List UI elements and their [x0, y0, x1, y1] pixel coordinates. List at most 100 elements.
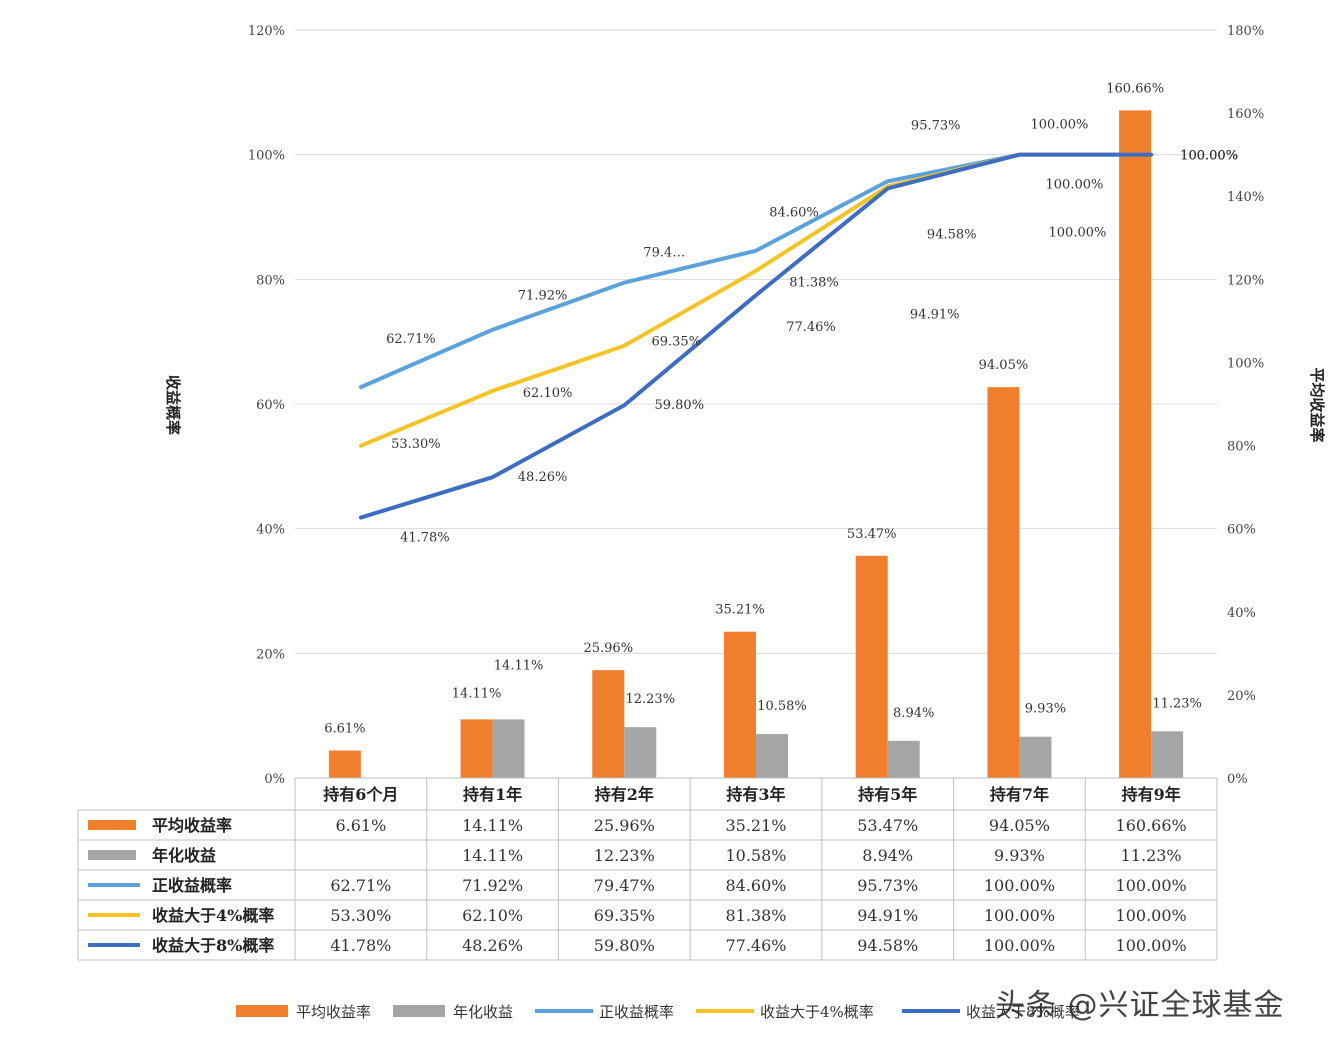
line-end-label: 100.00%	[1180, 149, 1238, 164]
legend-label: 平均收益率	[296, 1003, 371, 1021]
table-header-cell: 持有3年	[726, 785, 785, 804]
table-cell: 79.47%	[594, 876, 655, 895]
line-data-label: 100.00%	[1031, 118, 1089, 133]
bar-annualized	[1019, 736, 1052, 778]
table-cell: 94.05%	[989, 816, 1050, 835]
right-tick-label: 60%	[1227, 523, 1256, 538]
left-axis: 0% 20% 40% 60% 80% 100% 120%	[248, 24, 285, 787]
line-data-label: 77.46%	[786, 320, 836, 335]
line-data-label: 81.38%	[789, 276, 839, 291]
legend-label: 收益大于4%概率	[760, 1003, 874, 1021]
table-cell: 84.60%	[725, 876, 786, 895]
table-cell: 77.46%	[725, 936, 786, 955]
line-data-label: 94.91%	[910, 307, 960, 322]
table-cell: 9.93%	[994, 846, 1045, 865]
line-end-label: 100.00%	[1180, 149, 1238, 164]
bar-data-label: 6.61%	[324, 722, 365, 737]
left-tick-label: 60%	[256, 398, 285, 413]
bar-avg-return	[328, 750, 361, 778]
bar-data-label: 35.21%	[715, 603, 765, 618]
bar-data-label: 53.47%	[847, 527, 897, 542]
line-data-label: 59.80%	[654, 398, 704, 413]
legend-swatch	[393, 1005, 445, 1017]
left-tick-label: 80%	[256, 273, 285, 288]
right-tick-label: 20%	[1227, 689, 1256, 704]
table-legend-swatch	[88, 850, 136, 860]
legend-label: 年化收益	[453, 1003, 513, 1021]
table-cell: 25.96%	[594, 816, 655, 835]
line-data-label: 95.73%	[911, 118, 961, 133]
table-cell: 62.10%	[462, 906, 523, 925]
line-data-label: 53.30%	[391, 437, 441, 452]
right-axis: 0% 20% 40% 60% 80% 100% 120% 140% 160% 180%	[1227, 24, 1264, 787]
table-cell: 12.23%	[594, 846, 655, 865]
table-cell: 71.92%	[462, 876, 523, 895]
table-row-label: 收益大于8%概率	[152, 936, 274, 955]
table-row-label: 年化收益	[152, 846, 216, 865]
table-cell: 35.21%	[725, 816, 786, 835]
bar-series	[328, 110, 1184, 778]
table-cell: 100.00%	[984, 906, 1055, 925]
table-cell: 100.00%	[1116, 906, 1187, 925]
bar-avg-return	[1119, 110, 1152, 778]
table-cell: 53.30%	[330, 906, 391, 925]
table-cell: 41.78%	[330, 936, 391, 955]
line-data-label: 79.4…	[643, 246, 685, 261]
line-series	[358, 152, 1154, 520]
bar-annualized	[1151, 731, 1184, 778]
left-tick-label: 0%	[264, 772, 285, 787]
line-data-label: 62.10%	[523, 386, 573, 401]
right-tick-label: 100%	[1227, 356, 1264, 371]
table-header-cell: 持有5年	[858, 785, 917, 804]
bar-avg-return	[592, 670, 625, 778]
data-labels: 6.61% 14.11% 25.96% 35.21% 53.47% 94.05% 160.6…	[324, 81, 1238, 736]
table-cell: 160.66%	[1116, 816, 1187, 835]
table-cell: 94.91%	[857, 906, 918, 925]
table-row-label: 正收益概率	[152, 876, 232, 895]
table-cell: 11.23%	[1121, 846, 1182, 865]
legend-swatch	[236, 1005, 288, 1017]
right-tick-label: 160%	[1227, 107, 1264, 122]
table-cell: 62.71%	[330, 876, 391, 895]
bar-annualized	[756, 734, 788, 778]
right-axis-title: 平均收益率	[1308, 367, 1326, 442]
line-data-label: 71.92%	[518, 289, 568, 304]
line-data-label: 48.26%	[518, 470, 568, 485]
line-data-label: 100.00%	[1049, 226, 1107, 241]
legend: 平均收益率 年化收益 正收益概率 收益大于4%概率 收益大于8%概率	[236, 1003, 1080, 1021]
bar-data-label: 25.96%	[583, 641, 633, 656]
left-tick-label: 20%	[256, 647, 285, 662]
line-end-label: 100.00%	[1180, 149, 1238, 164]
right-tick-label: 80%	[1227, 440, 1256, 455]
table-row-label: 收益大于4%概率	[152, 906, 274, 925]
line-data-label: 62.71%	[386, 332, 436, 347]
bar-data-label: 8.94%	[893, 706, 934, 721]
table-cell: 100.00%	[984, 876, 1055, 895]
bar-avg-return	[855, 555, 888, 778]
table-cell: 95.73%	[857, 876, 918, 895]
table-header-cell: 持有7年	[990, 785, 1049, 804]
table-cell: 8.94%	[862, 846, 913, 865]
left-tick-label: 40%	[256, 523, 285, 538]
table-cell: 10.58%	[725, 846, 786, 865]
bar-avg-return	[460, 719, 493, 778]
table-cell: 48.26%	[462, 936, 523, 955]
legend-label: 收益大于8%概率	[966, 1003, 1080, 1021]
table-header-cell: 持有1年	[463, 785, 522, 804]
bar-data-label: 160.66%	[1106, 81, 1164, 96]
table-cell: 94.58%	[857, 936, 918, 955]
bar-annualized	[887, 740, 920, 778]
line-data-label: 84.60%	[769, 206, 819, 221]
right-tick-label: 0%	[1227, 772, 1248, 787]
table-header-cell: 持有9年	[1122, 785, 1181, 804]
line-data-label: 94.58%	[927, 227, 977, 242]
line-data-label: 41.78%	[400, 531, 450, 546]
right-tick-label: 120%	[1227, 273, 1264, 288]
table-cell: 59.80%	[594, 936, 655, 955]
bar-data-label: 9.93%	[1025, 702, 1066, 717]
bar-data-label: 94.05%	[979, 358, 1029, 373]
table-legend-swatch	[88, 820, 136, 830]
bar-data-label: 10.58%	[757, 699, 807, 714]
grid-lines	[295, 29, 1217, 779]
